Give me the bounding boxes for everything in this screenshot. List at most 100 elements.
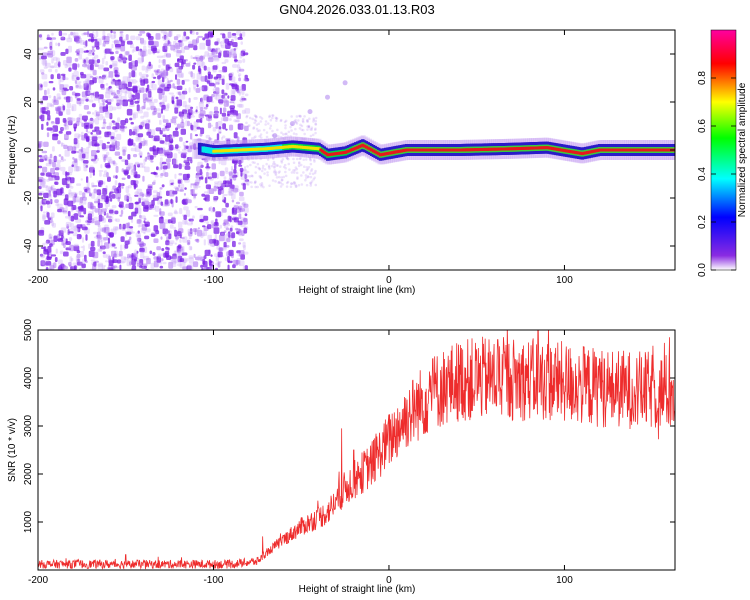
noise-dot: [63, 198, 69, 206]
noise-dot: [59, 207, 65, 213]
noise-dot: [55, 203, 59, 207]
noise-dot: [77, 35, 81, 40]
noise-dot: [222, 156, 228, 160]
track-core: [214, 149, 217, 153]
noise-dot: [83, 163, 87, 167]
noise-dot: [90, 240, 95, 247]
noise-dot: [76, 97, 82, 105]
noise-dot: [256, 162, 260, 166]
track-core: [215, 149, 219, 153]
noise-dot: [222, 33, 226, 39]
noise-dot: [56, 107, 61, 115]
noise-dot: [169, 224, 174, 229]
noise-dot: [57, 73, 61, 80]
noise-dot: [48, 233, 52, 239]
x-tick-label: 0: [386, 575, 392, 586]
noise-dot: [122, 83, 128, 90]
noise-dot: [244, 213, 248, 217]
noise-dot: [75, 166, 79, 172]
noise-dot: [77, 63, 80, 68]
noise-dot: [42, 166, 48, 173]
snr-frame: [37, 329, 676, 571]
noise-dot: [43, 66, 48, 69]
noise-dot: [76, 49, 80, 56]
noise-dot: [94, 126, 100, 131]
noise-dot: [251, 117, 254, 121]
noise-dot: [284, 126, 287, 130]
noise-dot: [120, 256, 127, 263]
noise-dot: [218, 159, 221, 165]
noise-dot: [99, 139, 104, 146]
noise-dot: [232, 207, 235, 214]
noise-dot: [190, 189, 194, 196]
noise-dot: [101, 43, 104, 47]
noise-dot: [91, 182, 95, 188]
spectrogram-y-label: Frequency (Hz): [7, 116, 18, 185]
noise-dot: [85, 260, 88, 264]
noise-dot: [299, 115, 302, 118]
noise-dot: [298, 127, 302, 130]
noise-dot: [97, 146, 100, 152]
track-core: [452, 148, 456, 152]
noise-dot: [236, 231, 240, 235]
noise-dot: [86, 176, 89, 183]
noise-dot: [72, 63, 77, 70]
noise-dot: [139, 125, 143, 130]
noise-dot: [50, 65, 55, 69]
x-tick-label: -200: [28, 575, 48, 586]
noise-dot: [201, 267, 204, 270]
noise-dot: [215, 87, 220, 95]
track-core: [458, 148, 461, 152]
noise-dot: [60, 52, 66, 56]
noise-dot: [309, 184, 312, 187]
noise-dot: [50, 186, 53, 191]
noise-dot: [208, 55, 211, 59]
noise-dot: [133, 183, 138, 188]
noise-dot: [165, 38, 170, 41]
noise-dot: [109, 64, 113, 69]
noise-dot: [131, 211, 137, 217]
noise-dot: [201, 193, 206, 197]
noise-dot: [77, 135, 80, 140]
noise-dot: [171, 256, 177, 263]
noise-dot: [93, 216, 98, 220]
noise-dot: [144, 235, 150, 240]
noise-dot: [182, 219, 187, 225]
noise-dot: [135, 232, 141, 238]
noise-dot: [94, 154, 98, 160]
noise-dot: [153, 214, 159, 217]
noise-dot: [174, 242, 178, 245]
streak-point: [325, 94, 330, 100]
noise-dot: [97, 263, 104, 270]
noise-dot: [130, 60, 136, 68]
noise-dot: [138, 72, 142, 76]
noise-dot: [184, 104, 191, 111]
noise-dot: [64, 124, 69, 130]
noise-dot: [136, 262, 140, 267]
noise-dot: [153, 238, 159, 243]
noise-dot: [295, 137, 298, 140]
noise-dot: [102, 238, 107, 242]
noise-dot: [230, 166, 233, 171]
noise-dot: [41, 55, 47, 60]
track-core: [329, 152, 333, 156]
y-tick-label: 20: [23, 96, 34, 108]
noise-dot: [168, 92, 174, 95]
noise-dot: [162, 59, 166, 66]
noise-dot: [54, 181, 59, 185]
noise-dot: [271, 156, 275, 160]
noise-dot: [237, 252, 242, 257]
noise-dot: [214, 79, 219, 83]
noise-dot: [207, 176, 212, 180]
colorbar-label: Normalized spectral amplitude: [737, 82, 748, 217]
noise-dot: [139, 241, 144, 247]
noise-dot: [83, 80, 87, 88]
noise-dot: [179, 258, 185, 262]
noise-dot: [103, 36, 110, 43]
track-core: [480, 148, 484, 151]
noise-dot: [195, 174, 200, 179]
noise-dot: [305, 184, 309, 187]
noise-dot: [156, 108, 161, 112]
noise-dot: [130, 147, 137, 152]
track-core: [586, 151, 590, 154]
